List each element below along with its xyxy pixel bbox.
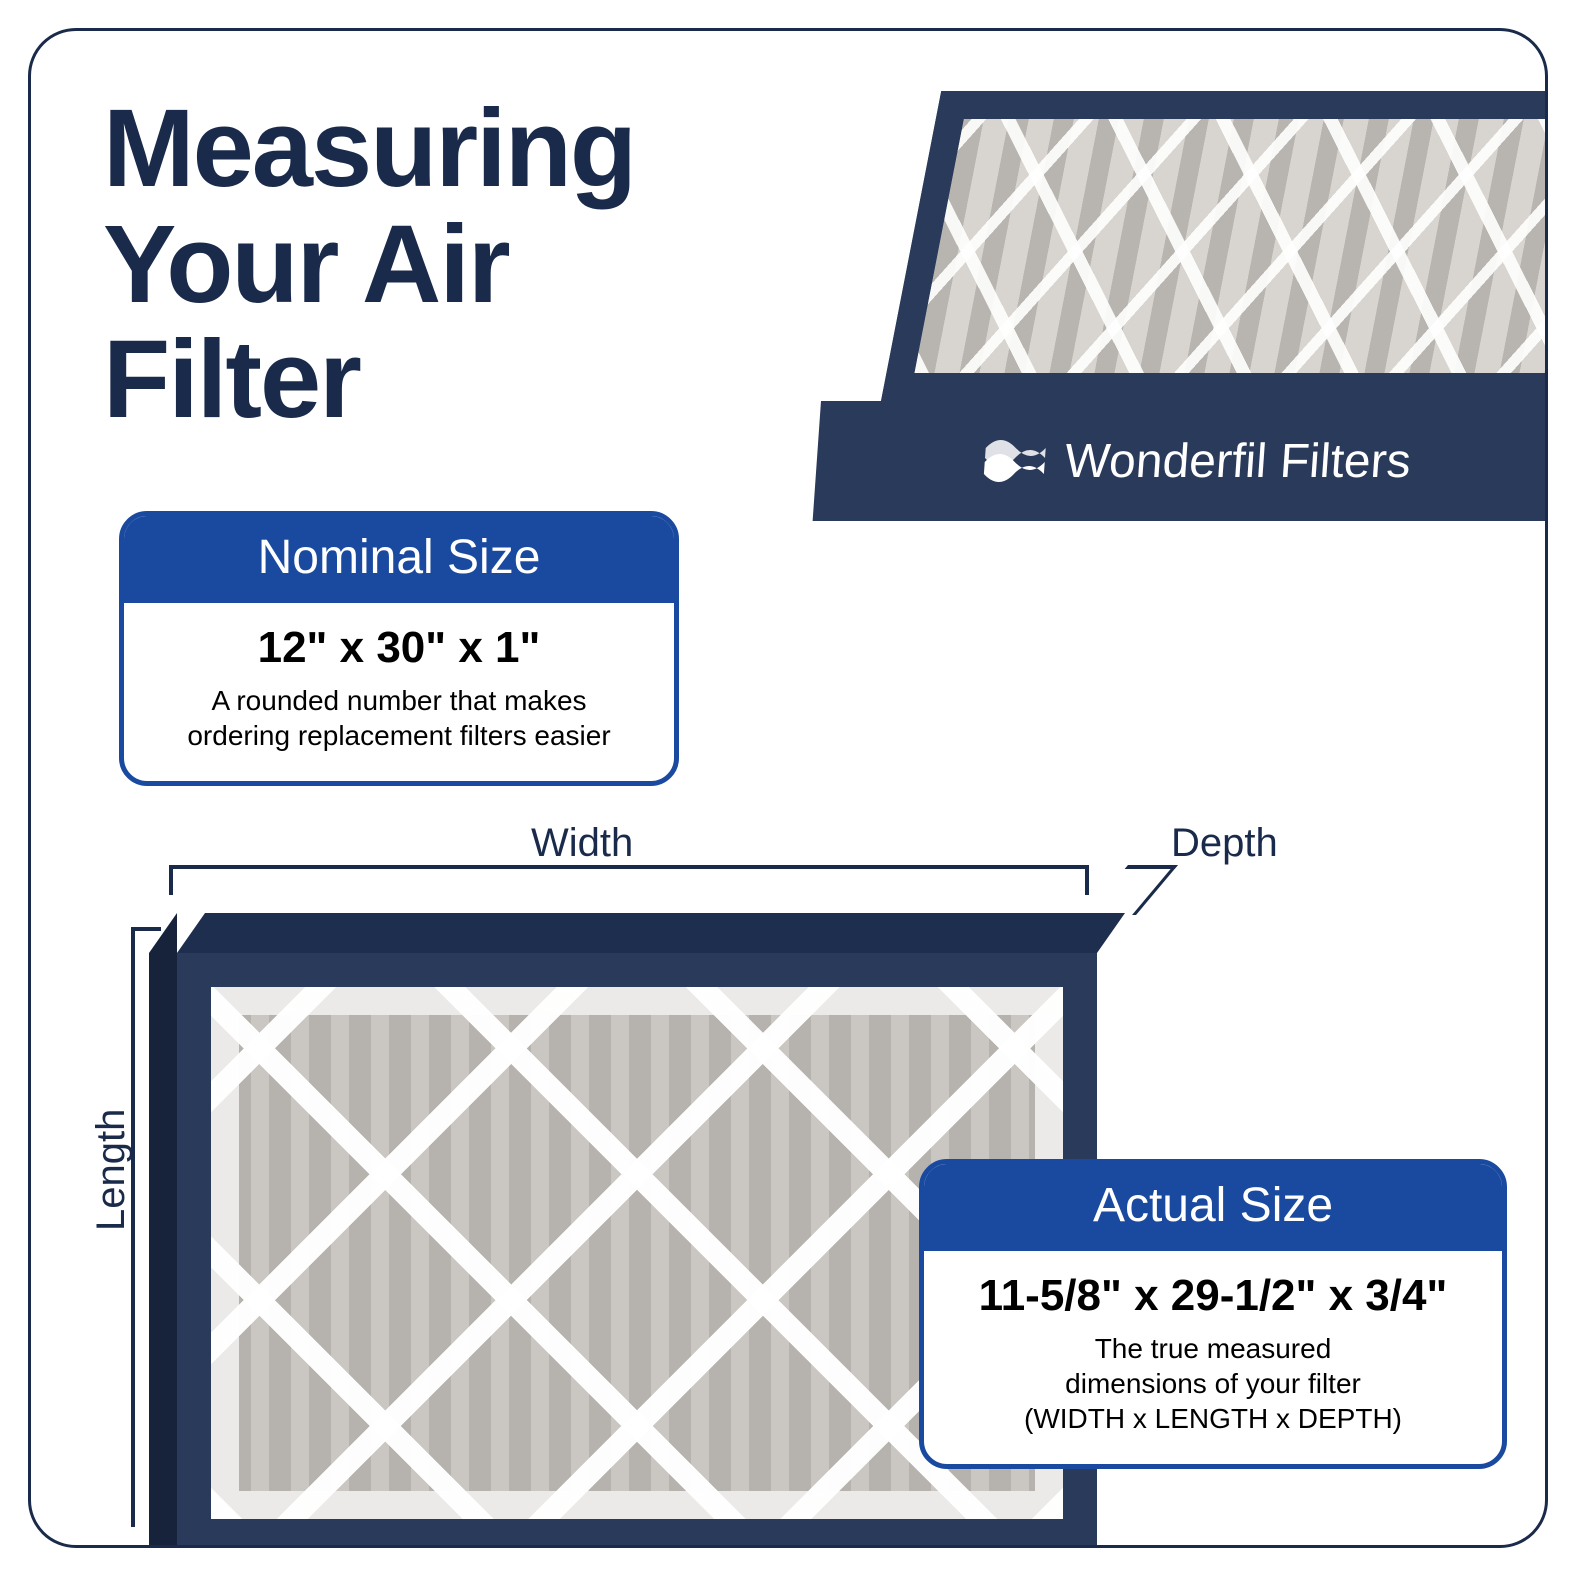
nominal-desc-2: ordering replacement filters easier	[152, 718, 646, 753]
brand-name: Wonderfil Filters	[1063, 434, 1413, 489]
main-title: Measuring Your Air Filter	[103, 91, 635, 438]
width-label: Width	[531, 821, 633, 866]
filter-3d-top-face	[881, 91, 1548, 401]
nominal-header: Nominal Size	[124, 516, 674, 603]
actual-header: Actual Size	[924, 1164, 1502, 1251]
title-line-2: Your Air	[103, 207, 635, 323]
actual-value: 11-5/8" x 29-1/2" x 3/4"	[952, 1271, 1474, 1321]
nominal-size-card: Nominal Size 12" x 30" x 1" A rounded nu…	[119, 511, 679, 786]
actual-size-card: Actual Size 11-5/8" x 29-1/2" x 3/4" The…	[919, 1159, 1507, 1469]
filter-mesh-pattern	[914, 119, 1548, 373]
title-line-1: Measuring	[103, 91, 635, 207]
length-label: Length	[89, 1109, 134, 1231]
actual-desc-2: dimensions of your filter	[952, 1366, 1474, 1401]
filter-3d-front-face: Wonderfil Filters	[813, 401, 1548, 521]
filter-3d-illustration: Wonderfil Filters	[821, 91, 1548, 521]
width-bracket	[169, 865, 1089, 895]
actual-desc-3: (WIDTH x LENGTH x DEPTH)	[952, 1401, 1474, 1436]
depth-label: Depth	[1171, 821, 1278, 866]
filter-side-face	[149, 913, 177, 1548]
filter-top-edge	[177, 913, 1125, 953]
nominal-desc-1: A rounded number that makes	[152, 683, 646, 718]
actual-desc-1: The true measured	[952, 1331, 1474, 1366]
nominal-body: 12" x 30" x 1" A rounded number that mak…	[124, 603, 674, 781]
nominal-value: 12" x 30" x 1"	[152, 623, 646, 673]
actual-body: 11-5/8" x 29-1/2" x 3/4" The true measur…	[924, 1251, 1502, 1464]
depth-bracket	[1086, 865, 1178, 915]
outer-frame: Measuring Your Air Filter Wonderfil Filt…	[28, 28, 1548, 1548]
wave-logo-icon	[981, 434, 1049, 489]
title-line-3: Filter	[103, 322, 635, 438]
